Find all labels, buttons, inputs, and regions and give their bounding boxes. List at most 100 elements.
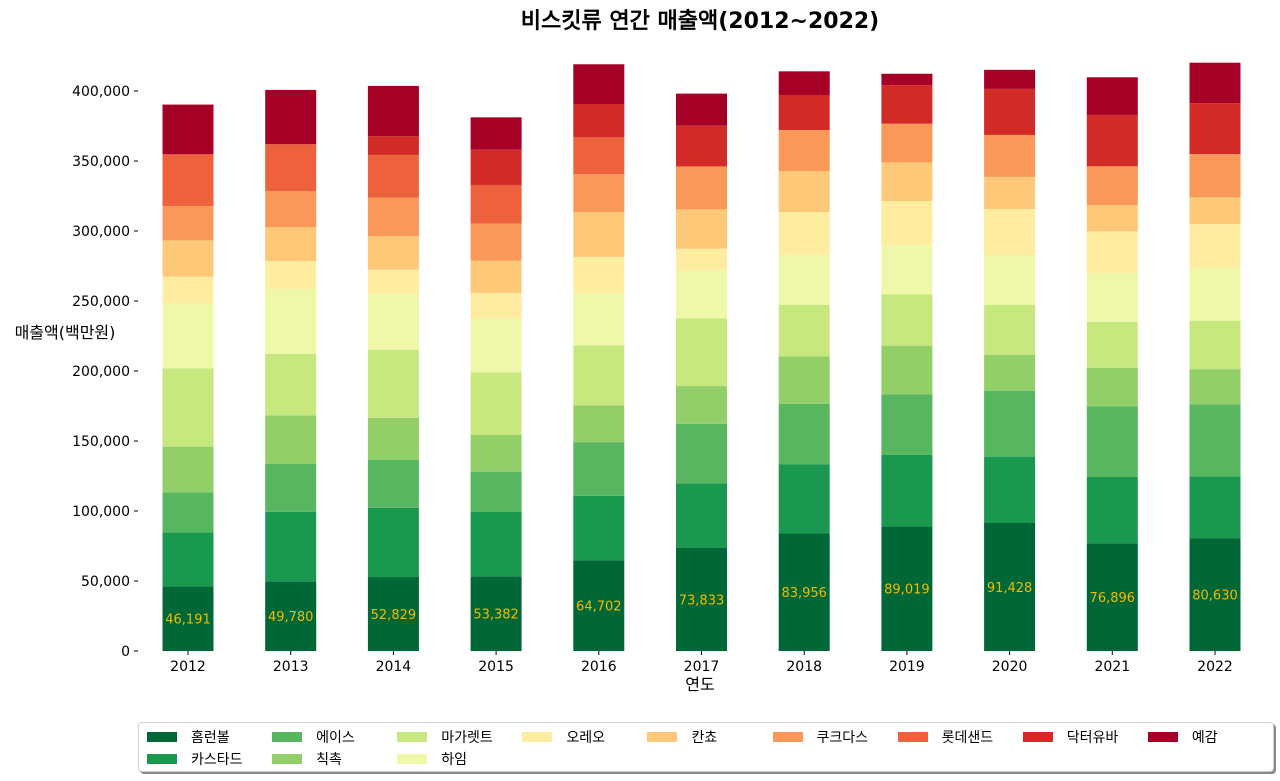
bar-segment-2021-3 xyxy=(1086,367,1138,407)
bar-segment-2018-5 xyxy=(778,255,830,305)
bar-segment-2014-0 xyxy=(367,577,419,651)
bar-segment-2022-8 xyxy=(1189,154,1241,198)
bar-segment-2019-5 xyxy=(881,244,933,295)
bar-segment-2014-6 xyxy=(367,269,419,294)
bar-segment-2018-3 xyxy=(778,356,830,404)
data-label: 52,829 xyxy=(371,608,417,623)
bar-segment-2015-8 xyxy=(470,223,522,261)
bar-segment-2018-1 xyxy=(778,464,830,534)
bar-segment-2014-5 xyxy=(367,293,419,350)
legend-item: 쿠크다스 xyxy=(769,726,894,748)
bar-segment-2016-3 xyxy=(573,405,625,443)
bar-segment-2018-7 xyxy=(778,171,830,213)
legend-label: 칸쵸 xyxy=(691,730,718,746)
bar-segment-2016-6 xyxy=(573,256,625,294)
bar-segment-2019-3 xyxy=(881,345,933,395)
legend-item: 예감 xyxy=(1144,726,1269,748)
legend-swatch xyxy=(397,754,428,764)
legend-label: 쿠크다스 xyxy=(816,730,869,746)
legend-swatch xyxy=(897,732,928,742)
legend-label: 하임 xyxy=(441,752,467,768)
bar-segment-2017-0 xyxy=(676,547,727,651)
data-label: 83,956 xyxy=(781,586,827,601)
y-axis: 0 50,000 100,000 150,000 200,000 250,000 300,0… xyxy=(72,84,138,660)
legend-swatch xyxy=(272,754,303,764)
legend-label: 에이스 xyxy=(316,730,355,746)
legend-swatch xyxy=(147,754,177,764)
x-tick-label: 2016 xyxy=(581,659,617,675)
bar-segment-2021-1 xyxy=(1086,476,1138,544)
bar-segment-2019-7 xyxy=(881,162,933,202)
bar-segment-2015-11 xyxy=(470,117,522,150)
bar-segment-2022-0 xyxy=(1189,538,1241,651)
x-axis-label: 연도 xyxy=(685,675,714,694)
bar-segment-2017-5 xyxy=(676,270,727,319)
bar-segment-2014-7 xyxy=(367,235,419,270)
legend-swatch xyxy=(1147,732,1178,742)
bar-segment-2021-7 xyxy=(1086,204,1138,232)
x-tick-label: 2015 xyxy=(478,659,514,675)
bar-segment-2017-11 xyxy=(676,93,727,126)
x-tick-label: 2018 xyxy=(786,659,822,675)
bar-segment-2018-0 xyxy=(778,533,830,651)
legend-label: 예감 xyxy=(1191,730,1218,746)
bar-segment-2020-7 xyxy=(984,176,1036,209)
x-tick-label: 2020 xyxy=(992,659,1028,675)
bar-segment-2013-11 xyxy=(265,89,317,145)
bar-segment-2019-6 xyxy=(881,201,933,245)
bar-segment-2021-5 xyxy=(1086,273,1138,322)
bar-segment-2016-11 xyxy=(573,64,625,105)
legend-label: 닥터유바 xyxy=(1066,730,1119,746)
bar-segment-2014-4 xyxy=(367,349,419,418)
bar-segment-2016-9 xyxy=(573,137,625,175)
legend-label: 롯데샌드 xyxy=(941,730,994,746)
bar-segment-2016-10 xyxy=(573,104,625,138)
bar-segment-2018-10 xyxy=(778,94,830,130)
legend-swatch xyxy=(1022,732,1053,742)
bar-segment-2020-6 xyxy=(984,208,1036,256)
bar-segment-2018-2 xyxy=(778,403,830,465)
y-axis-label: 매출액(백만원) xyxy=(15,323,116,342)
bar-segment-2015-4 xyxy=(470,372,522,436)
bar-segment-2013-0 xyxy=(265,581,317,651)
bar-segment-2012-6 xyxy=(162,276,214,304)
bar-segment-2015-7 xyxy=(470,260,522,293)
bar-segment-2022-11 xyxy=(1189,62,1241,104)
x-tick-label: 2021 xyxy=(1094,659,1130,675)
bar-segment-2022-6 xyxy=(1189,224,1241,269)
legend-label: 홈런볼 xyxy=(191,730,230,746)
bar-segment-2022-4 xyxy=(1189,320,1241,370)
bar-segment-2016-0 xyxy=(573,560,625,651)
bar-segment-2012-2 xyxy=(162,492,214,533)
legend-label: 카스타드 xyxy=(191,752,243,768)
bar-segment-2020-4 xyxy=(984,304,1036,355)
bar-segment-2012-0 xyxy=(162,586,214,651)
y-tick-label: 250,000 xyxy=(72,294,130,310)
legend-item: 닥터유바 xyxy=(1019,726,1144,748)
x-tick-label: 2013 xyxy=(273,659,309,675)
bar-segment-2022-3 xyxy=(1189,369,1241,405)
bar-segment-2012-7 xyxy=(162,240,214,277)
bar-segment-2017-4 xyxy=(676,318,727,387)
bar-segment-2014-11 xyxy=(367,85,419,137)
bar-segment-2017-1 xyxy=(676,483,727,548)
bar-segment-2022-10 xyxy=(1189,103,1241,155)
y-tick-label: 200,000 xyxy=(72,364,130,380)
bar-segment-2022-1 xyxy=(1189,476,1241,539)
legend-item: 하임 xyxy=(393,748,518,770)
legend-label: 칙촉 xyxy=(316,752,342,768)
x-tick-label: 2017 xyxy=(684,659,720,675)
y-tick-label: 0 xyxy=(121,644,130,660)
bar-segment-2017-2 xyxy=(676,423,727,484)
bar-segment-2021-11 xyxy=(1086,77,1138,115)
bar-segment-2013-3 xyxy=(265,415,317,464)
bar-segment-2021-6 xyxy=(1086,231,1138,274)
legend-label: 오레오 xyxy=(566,730,605,746)
bar-segment-2012-1 xyxy=(162,532,214,587)
legend-item: 칙촉 xyxy=(268,748,393,770)
legend-item: 롯데샌드 xyxy=(894,726,1019,748)
legend-item: 마가렛트 xyxy=(393,726,518,748)
data-label: 46,191 xyxy=(165,613,211,628)
